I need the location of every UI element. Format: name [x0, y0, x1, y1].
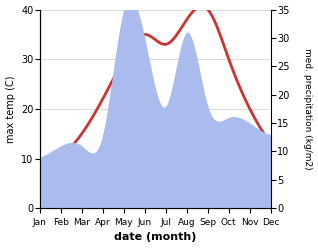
X-axis label: date (month): date (month) [114, 232, 197, 243]
Y-axis label: max temp (C): max temp (C) [5, 75, 16, 143]
Y-axis label: med. precipitation (kg/m2): med. precipitation (kg/m2) [303, 48, 313, 170]
